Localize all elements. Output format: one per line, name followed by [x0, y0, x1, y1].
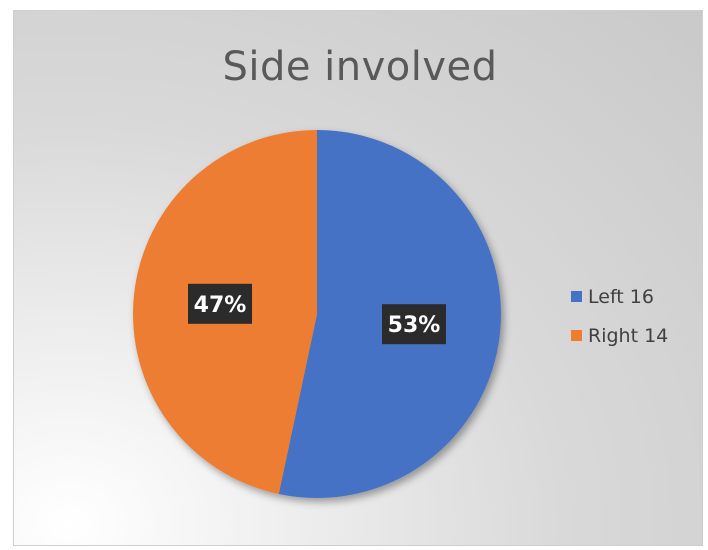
data-label-text-left: 53% — [388, 313, 441, 338]
data-label-right: 47% — [188, 283, 253, 324]
legend: Left 16 Right 14 — [571, 283, 668, 361]
data-label-text-right: 47% — [194, 293, 247, 318]
legend-swatch-right — [571, 330, 582, 341]
chart-title: Side involved — [222, 44, 498, 90]
legend-item-right: Right 14 — [571, 322, 668, 349]
legend-label-right: Right 14 — [588, 324, 669, 347]
legend-label-left: Left 16 — [588, 285, 654, 308]
data-label-box-left — [381, 304, 446, 345]
legend-swatch-left — [571, 291, 582, 302]
data-label-box-right — [188, 283, 253, 324]
legend-item-left: Left 16 — [571, 283, 668, 310]
data-label-left: 53% — [381, 304, 446, 345]
